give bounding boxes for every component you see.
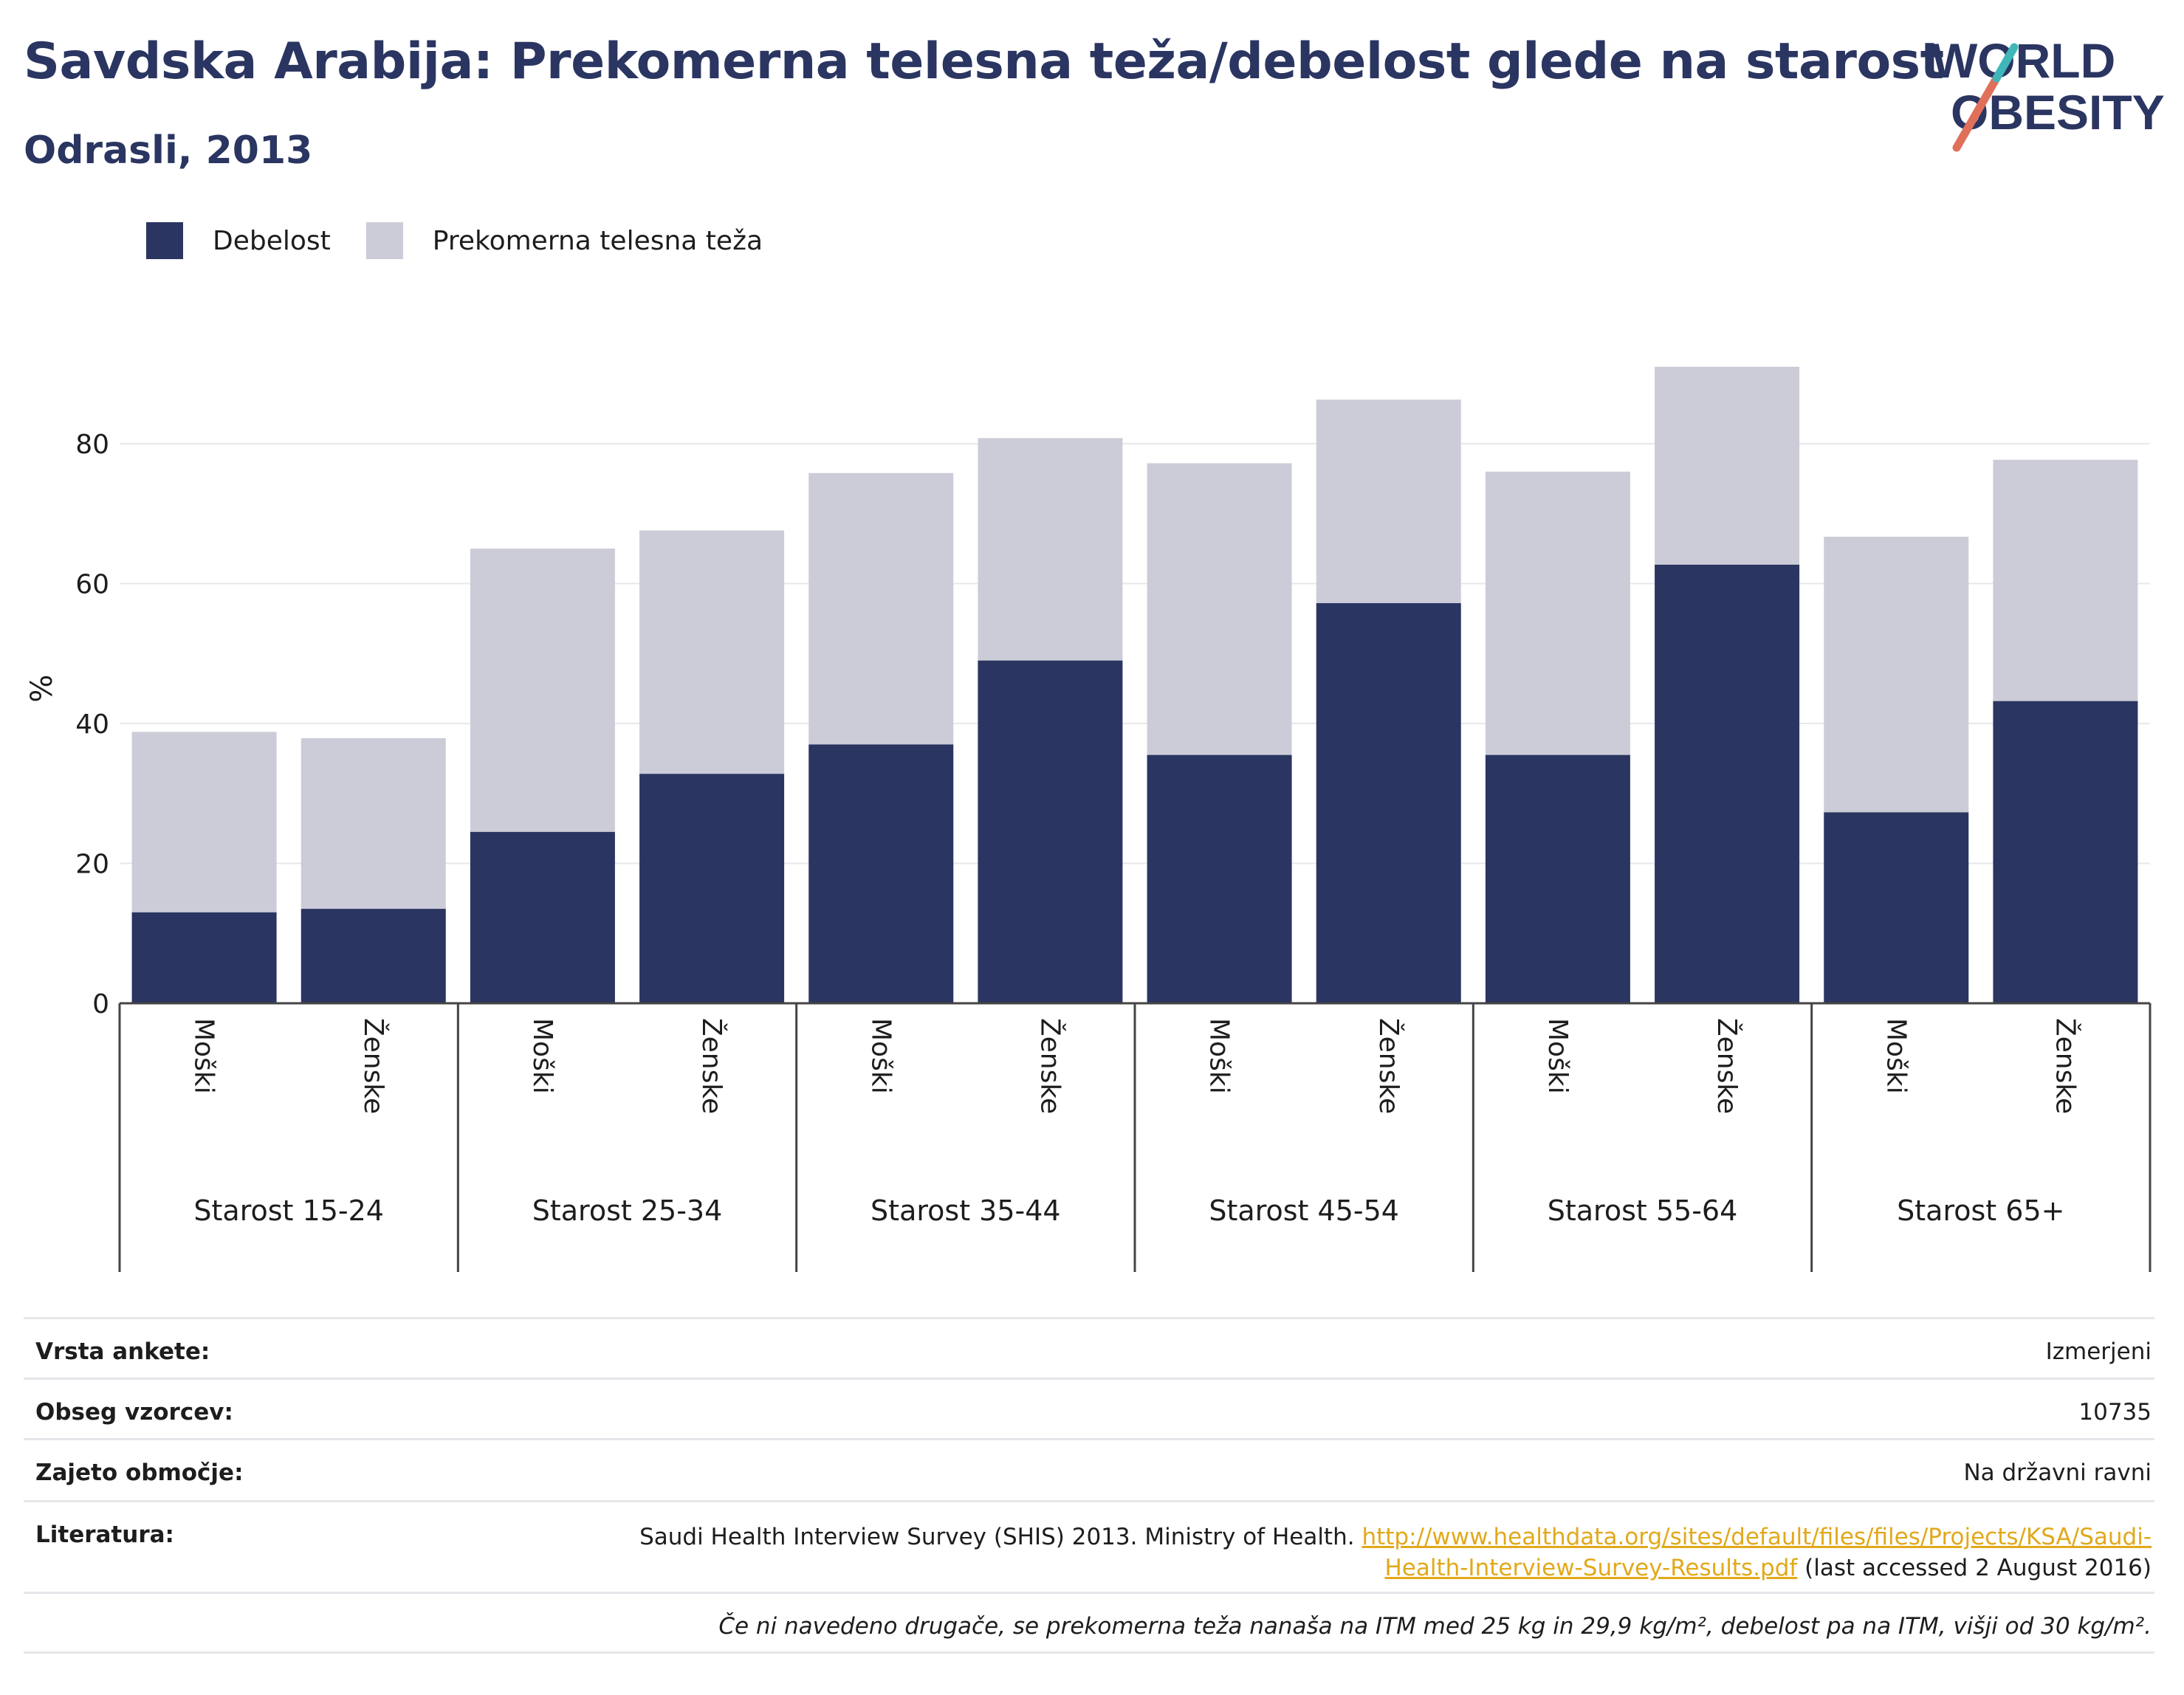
- bar-obesity-8: [1485, 754, 1630, 1003]
- area-value: Na državni ravni: [1963, 1460, 2152, 1486]
- x-tick-label-8: Moški: [1542, 1018, 1573, 1094]
- x-tick-label-3: Ženske: [696, 1018, 727, 1114]
- bar-overweight-5: [978, 438, 1123, 661]
- x-tick-label-0: Moški: [189, 1018, 219, 1094]
- y-tick-label-80: 80: [75, 430, 109, 460]
- bar-overweight-8: [1485, 471, 1630, 755]
- x-tick-label-10: Moški: [1881, 1018, 1911, 1094]
- legend: Debelost Prekomerna telesna teža: [146, 219, 798, 263]
- literature-link-part-2[interactable]: Health-Interview-Survey-Results.pdf: [1384, 1555, 1798, 1581]
- x-tick-label-4: Moški: [865, 1018, 896, 1094]
- x-tick-label-9: Ženske: [1711, 1018, 1742, 1114]
- bar-overweight-0: [131, 732, 277, 912]
- bar-obesity-11: [1993, 701, 2138, 1003]
- stacked-bar-chart: 0 20 40 60 80% Moški Ženske Moški Ženske Moški Žen…: [25, 366, 2152, 1272]
- group-label-2: Starost 35-44: [870, 1194, 1061, 1227]
- logo-slash-teal: [1992, 43, 2019, 83]
- y-tick-label-0: 0: [92, 989, 109, 1020]
- bar-obesity-2: [470, 831, 615, 1003]
- bar-overweight-9: [1655, 366, 1800, 565]
- x-tick-label-11: Ženske: [2050, 1018, 2081, 1114]
- x-tick-label-2: Moški: [527, 1018, 557, 1094]
- bar-obesity-1: [301, 909, 446, 1003]
- area-label: Zajeto območje:: [35, 1460, 244, 1486]
- legend-swatch-obesity: [146, 222, 183, 259]
- bar-obesity-3: [639, 774, 785, 1003]
- bar-obesity-4: [808, 744, 954, 1003]
- legend-item-obesity[interactable]: Debelost: [146, 222, 331, 259]
- bar-obesity-10: [1824, 812, 1969, 1003]
- legend-item-overweight[interactable]: Prekomerna telesna teža: [365, 222, 763, 259]
- legend-swatch-overweight: [365, 222, 403, 259]
- literature-link-part-1[interactable]: http://www.healthdata.org/sites/default/…: [1361, 1524, 2152, 1550]
- y-tick-label-40: 40: [75, 709, 109, 740]
- info-row-note: Če ni navedeno drugače, se prekomerna te…: [24, 1592, 2154, 1654]
- group-label-0: Starost 15-24: [193, 1194, 384, 1227]
- bar-overweight-3: [639, 530, 785, 774]
- x-tick-label-1: Ženske: [358, 1018, 389, 1114]
- bar-overweight-11: [1993, 459, 2138, 701]
- sample-size-label: Obseg vzorcev:: [35, 1399, 233, 1426]
- logo-line-1: WORLD: [1931, 33, 2115, 88]
- logo-slash-red: [1952, 74, 2001, 152]
- world-obesity-logo: WORLD OBESITY: [1931, 33, 2165, 152]
- group-label-1: Starost 25-34: [532, 1194, 723, 1227]
- y-tick-label-60: 60: [75, 570, 109, 600]
- bar-overweight-4: [808, 472, 954, 745]
- info-row-sample-size: Obseg vzorcev: 10735: [24, 1378, 2154, 1438]
- literature-label: Literatura:: [35, 1522, 174, 1548]
- bar-obesity-9: [1655, 564, 1800, 1003]
- literature-value: Saudi Health Interview Survey (SHIS) 201…: [453, 1522, 2152, 1584]
- bar-overweight-1: [301, 738, 446, 910]
- literature-text: Saudi Health Interview Survey (SHIS) 201…: [639, 1524, 1362, 1550]
- chart-subtitle: Odrasli, 2013: [24, 128, 313, 173]
- y-axis-label: %: [25, 675, 59, 703]
- info-row-literature: Literatura: Saudi Health Interview Surve…: [24, 1500, 2154, 1592]
- x-tick-label-6: Moški: [1204, 1018, 1234, 1094]
- info-row-survey-type: Vrsta ankete: Izmerjeni: [24, 1317, 2154, 1378]
- sample-size-value: 10735: [2078, 1399, 2152, 1426]
- x-tick-label-5: Ženske: [1034, 1018, 1065, 1114]
- group-label-4: Starost 55-64: [1548, 1194, 1738, 1227]
- legend-label-overweight: Prekomerna telesna teža: [432, 225, 763, 256]
- bar-obesity-5: [978, 660, 1123, 1003]
- chart-title: Savdska Arabija: Prekomerna telesna teža…: [24, 32, 1944, 91]
- bar-overweight-6: [1147, 463, 1292, 755]
- bar-obesity-0: [131, 912, 277, 1003]
- bar-obesity-7: [1316, 603, 1461, 1003]
- survey-type-value: Izmerjeni: [2045, 1338, 2152, 1365]
- info-row-area: Zajeto območje: Na državni ravni: [24, 1438, 2154, 1500]
- legend-label-obesity: Debelost: [213, 225, 331, 256]
- survey-type-label: Vrsta ankete:: [35, 1338, 210, 1365]
- group-label-3: Starost 45-54: [1209, 1194, 1399, 1227]
- bar-overweight-7: [1316, 399, 1461, 604]
- literature-accessed: (last accessed 2 August 2016): [1797, 1555, 2152, 1581]
- definition-note: Če ni navedeno drugače, se prekomerna te…: [718, 1613, 2152, 1640]
- group-label-5: Starost 65+: [1897, 1194, 2064, 1227]
- x-tick-label-7: Ženske: [1373, 1018, 1404, 1114]
- logo-line-2: OBESITY: [1951, 85, 2165, 140]
- bar-overweight-2: [470, 549, 615, 832]
- bar-obesity-6: [1147, 754, 1292, 1003]
- y-tick-label-20: 20: [75, 850, 109, 880]
- bar-overweight-10: [1824, 537, 1969, 813]
